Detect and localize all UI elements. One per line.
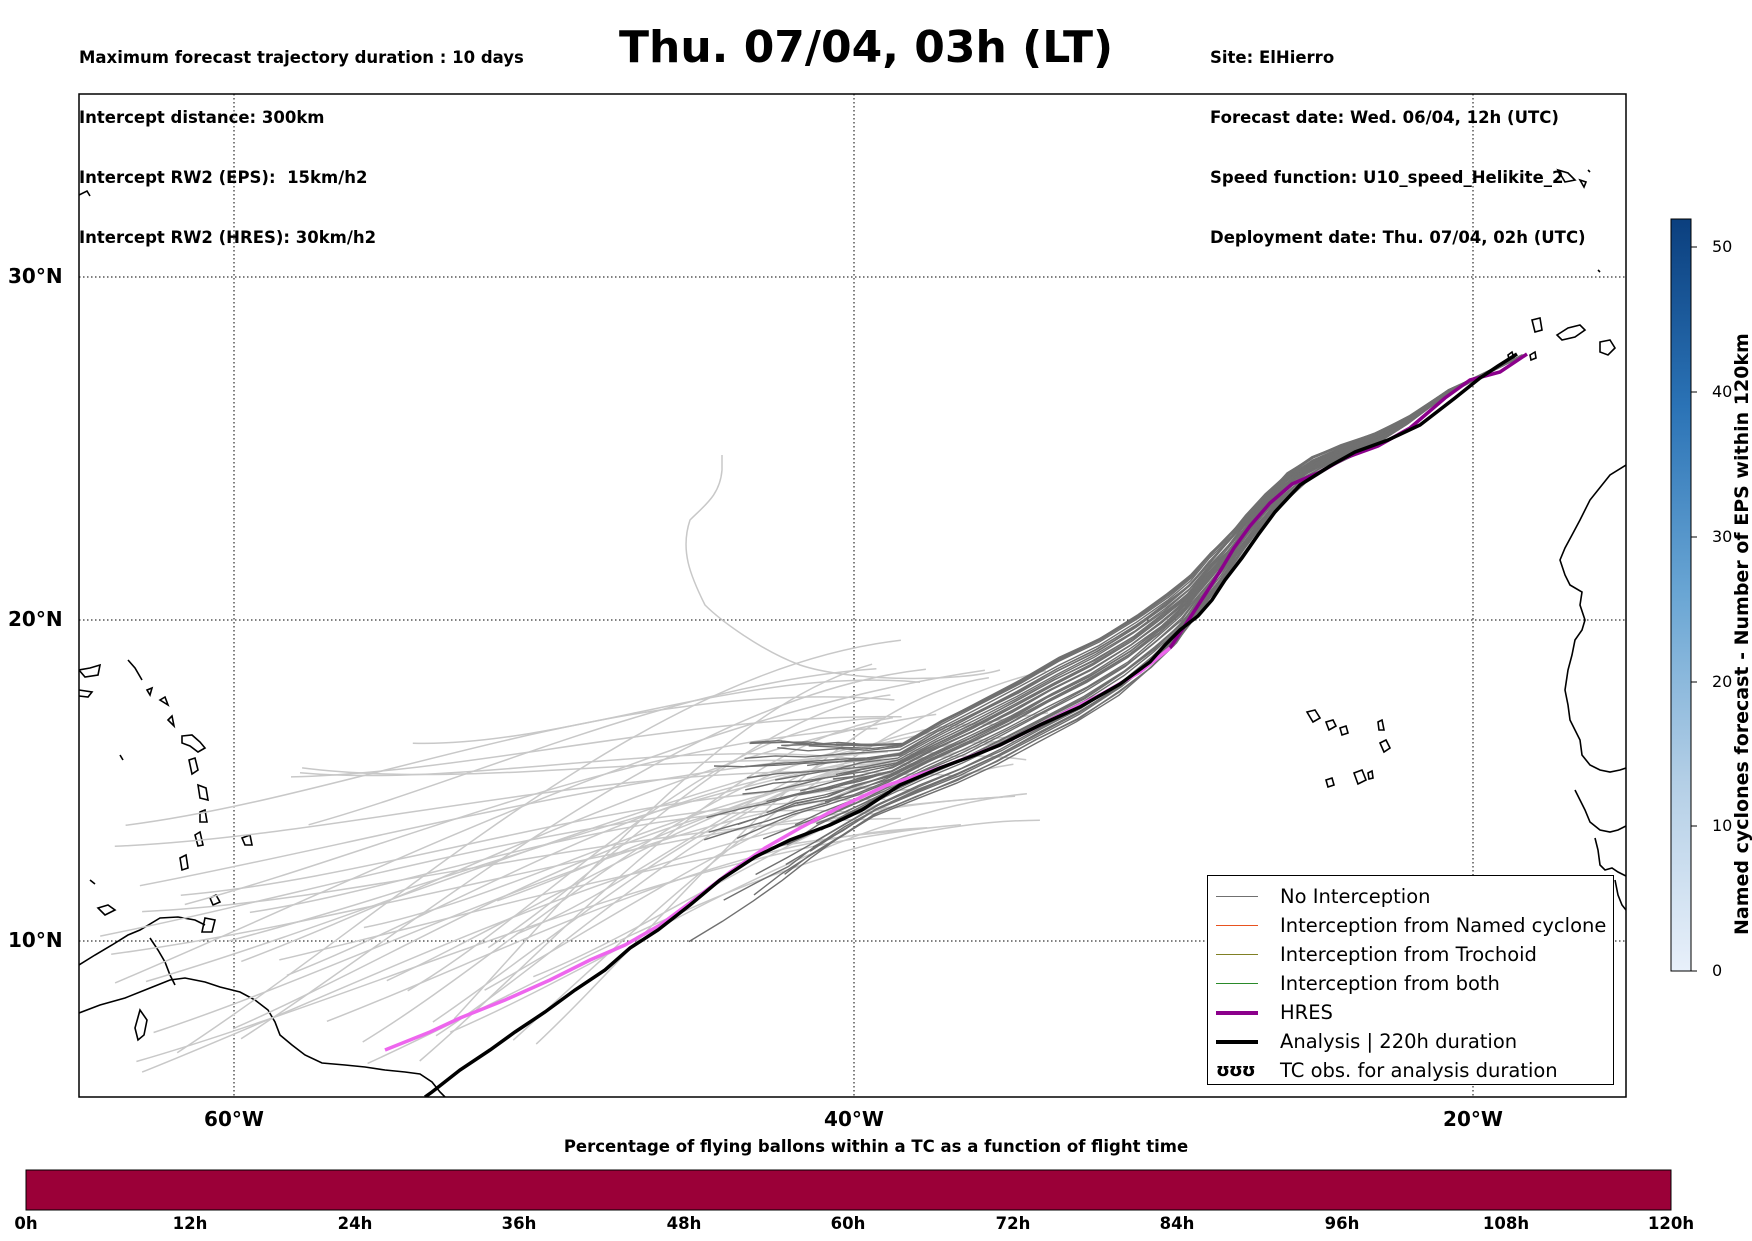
eps-faded-trajectory: [419, 717, 894, 1062]
legend-item-no-interception: No Interception: [1216, 882, 1431, 911]
eps-faded-trajectory: [453, 663, 873, 1020]
header-right-info: Site: ElHierro Forecast date: Wed. 06/04…: [1210, 8, 1586, 268]
lat-label-30n: 30°N: [8, 264, 63, 288]
eps-faded-trajectory: [412, 679, 921, 745]
colorbar-title: Named cyclones forecast - Number of EPS …: [1731, 333, 1752, 935]
colorbar-tick-10: 10: [1712, 816, 1733, 835]
eps-faded-trajectory: [286, 762, 917, 976]
eps-no-interception-trajectory: [808, 354, 1525, 750]
page-title: Thu. 07/04, 03h (LT): [619, 22, 1114, 73]
eps-faded-trajectory: [512, 669, 1047, 1041]
eps-faded-trajectory: [125, 696, 895, 827]
header-line-site: Site: ElHierro: [1210, 48, 1335, 67]
header-left-info: Maximum forecast trajectory duration : 1…: [79, 8, 524, 268]
bottom-percentage-bar: [25, 1169, 1672, 1211]
legend-item-analysis: Analysis | 220h duration: [1216, 1027, 1517, 1056]
colorbar-tick-20: 20: [1712, 672, 1733, 691]
tc-obs-symbol-icon: ʊʊʊ: [1216, 1060, 1256, 1081]
coastlines: [79, 168, 1626, 1097]
lon-label-40w: 40°W: [824, 1107, 884, 1131]
bottom-tick-0h: 0h: [14, 1214, 38, 1233]
eps-no-interception-trajectory: [713, 354, 1525, 768]
eps-no-interception-trajectory: [798, 354, 1525, 796]
analysis-trajectory: [423, 352, 1518, 1097]
eps-faded-trajectory: [145, 712, 1049, 983]
eps-faded-trajectory: [139, 750, 888, 887]
header-line-speed-function: Speed function: U10_speed_Helikite_2: [1210, 168, 1564, 187]
eps-faded-trajectory: [100, 798, 886, 937]
lon-label-20w: 20°W: [1443, 1107, 1503, 1131]
header-line-rw2-hres: Intercept RW2 (HRES): 30km/h2: [79, 228, 377, 247]
legend-item-trochoid: Interception from Trochoid: [1216, 940, 1537, 969]
eps-no-interception-trajectory: [750, 354, 1524, 747]
bottom-tick-24h: 24h: [337, 1214, 373, 1233]
eps-faded-trajectory: [302, 759, 888, 776]
header-line-forecast-date: Forecast date: Wed. 06/04, 12h (UTC): [1210, 108, 1559, 127]
eps-faded-trajectory: [184, 727, 878, 906]
header-line-rw2-eps: Intercept RW2 (EPS): 15km/h2: [79, 168, 368, 187]
header-line-duration: Maximum forecast trajectory duration : 1…: [79, 48, 524, 67]
colorbar-tick-30: 30: [1712, 527, 1733, 546]
eps-no-interception-trajectory: [749, 354, 1524, 746]
eps-faded-trajectory: [407, 717, 884, 992]
eps-faded-trajectory: [136, 824, 961, 1063]
legend: No Interception Interception from Named …: [1207, 875, 1614, 1085]
bottom-tick-96h: 96h: [1324, 1214, 1360, 1233]
lat-label-10n: 10°N: [8, 928, 63, 952]
map-area: [79, 94, 1626, 1097]
eps-faded-trajectory: [449, 792, 1027, 1033]
legend-line-analysis: [1216, 1039, 1258, 1044]
legend-line-named-cyclone: [1216, 925, 1258, 926]
eps-faded-trajectory: [496, 755, 1027, 902]
lat-label-20n: 20°N: [8, 607, 63, 631]
bottom-tick-60h: 60h: [830, 1214, 866, 1233]
bottom-tick-72h: 72h: [995, 1214, 1031, 1233]
bottom-bar-title: Percentage of flying ballons within a TC…: [563, 1137, 1189, 1156]
eps-no-interception-trajectory: [762, 354, 1523, 840]
legend-item-named-cyclone: Interception from Named cyclone: [1216, 911, 1606, 940]
bottom-tick-36h: 36h: [501, 1214, 537, 1233]
eps-no-interception-trajectories: [688, 354, 1526, 943]
legend-item-tc-obs: ʊʊʊ TC obs. for analysis duration: [1216, 1059, 1558, 1082]
eps-faded-trajectory: [114, 770, 911, 848]
bottom-tick-12h: 12h: [172, 1214, 208, 1233]
eps-no-interception-trajectory: [824, 354, 1526, 803]
legend-line-both: [1216, 983, 1258, 984]
bottom-tick-84h: 84h: [1159, 1214, 1195, 1233]
map-frame: [78, 93, 1627, 1098]
eps-no-interception-trajectory: [708, 354, 1523, 833]
eps-faded-trajectory: [114, 669, 986, 984]
eps-faded-trajectory: [367, 819, 1040, 1065]
legend-line-no-interception: [1216, 896, 1258, 897]
eps-faded-trajectory: [142, 817, 901, 913]
eps-no-interception-trajectory: [780, 354, 1524, 746]
legend-line-hres: [1216, 1010, 1258, 1015]
eps-faded-trajectory: [535, 676, 990, 1045]
colorbar-tick-0: 0: [1712, 961, 1723, 980]
eps-faded-trajectory: [362, 740, 894, 1043]
eps-no-interception-trajectory: [745, 354, 1524, 768]
bottom-tick-48h: 48h: [666, 1214, 702, 1233]
colorbar-tick-50: 50: [1712, 237, 1733, 256]
eps-faded-trajectory: [241, 713, 937, 963]
lon-label-60w: 60°W: [204, 1107, 264, 1131]
bottom-tick-120h: 120h: [1647, 1214, 1695, 1233]
eps-faded-trajectory: [308, 668, 877, 826]
eps-faded-trajectory: [290, 715, 902, 778]
legend-line-trochoid: [1216, 954, 1258, 955]
bottom-tick-108h: 108h: [1482, 1214, 1530, 1233]
hres-trajectory-purple: [1168, 352, 1528, 649]
colorbar-tick-40: 40: [1712, 382, 1733, 401]
legend-item-both: Interception from both: [1216, 969, 1500, 998]
eps-faded-loop-trajectory: [685, 455, 1001, 680]
eps-faded-trajectory: [240, 668, 926, 1040]
eps-faded-trajectory: [326, 826, 928, 1023]
legend-item-hres: HRES: [1216, 998, 1333, 1027]
header-line-distance: Intercept distance: 300km: [79, 108, 325, 127]
right-colorbar: [1670, 218, 1697, 972]
